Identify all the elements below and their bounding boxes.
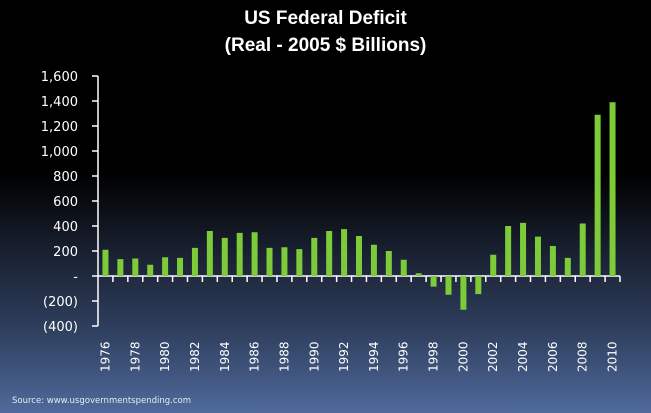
bar-1997 (415, 273, 422, 276)
x-tick-label: 1996 (397, 341, 411, 372)
bar-1991 (326, 231, 333, 276)
x-tick-label: 1988 (277, 341, 291, 372)
bar-2004 (520, 222, 527, 276)
bar-1985 (236, 232, 243, 276)
y-tick-label: 1,000 (41, 145, 78, 160)
bar-1976 (102, 249, 109, 276)
y-tick-label: (400) (43, 320, 78, 335)
chart-title: US Federal Deficit (244, 8, 407, 29)
x-tick-label: 1978 (128, 341, 142, 372)
bar-2008 (579, 223, 586, 276)
y-tick-label: 400 (53, 220, 78, 235)
bar-2001 (475, 276, 482, 295)
x-tick-label: 1986 (248, 341, 262, 372)
bar-2006 (549, 246, 556, 276)
x-tick-label: 1994 (367, 341, 381, 372)
bar-1977 (117, 259, 124, 276)
bar-1993 (356, 236, 362, 276)
bar-1989 (296, 249, 303, 276)
bar-1983 (206, 231, 213, 276)
bar-2003 (505, 226, 512, 276)
bar-1986 (251, 232, 258, 276)
bar-2000 (460, 276, 467, 310)
bar-1978 (132, 258, 139, 276)
x-tick-label: 2006 (546, 341, 560, 372)
x-tick-label: 1984 (218, 341, 232, 372)
bar-1990 (311, 237, 318, 276)
bar-1988 (281, 247, 288, 276)
y-tick-label: - (73, 270, 78, 285)
chart-subtitle: (Real - 2005 $ Billions) (224, 35, 427, 56)
bar-2002 (490, 254, 497, 276)
x-tick-label: 1980 (158, 341, 172, 372)
bar-1992 (341, 229, 348, 276)
bar-2005 (534, 236, 541, 276)
bar-1982 (191, 247, 198, 276)
bar-1999 (445, 276, 452, 295)
x-tick-label: 1990 (307, 341, 321, 372)
x-tick-label: 1982 (188, 341, 202, 372)
y-tick-label: 1,400 (41, 95, 78, 110)
y-tick-label: 200 (53, 245, 78, 260)
x-tick-label: 2000 (456, 341, 470, 372)
bar-1981 (177, 257, 184, 276)
x-tick-label: 2004 (516, 341, 530, 372)
x-tick-label: 1992 (337, 341, 351, 372)
y-tick-label: (200) (43, 295, 78, 310)
x-tick-label: 2010 (606, 341, 620, 372)
bar-1995 (385, 251, 392, 276)
bar-1994 (370, 244, 377, 276)
x-tick-label: 2002 (486, 341, 500, 372)
bar-1998 (430, 276, 437, 287)
source-note: Source: www.usgovernmentspending.com (12, 396, 192, 406)
y-tick-label: 1,200 (41, 120, 78, 135)
bar-1996 (400, 259, 407, 276)
x-tick-label: 2008 (576, 341, 590, 372)
bar-1987 (266, 247, 273, 276)
y-tick-label: 800 (53, 170, 78, 185)
bar-2010 (609, 102, 616, 276)
x-tick-label: 1976 (98, 341, 112, 372)
x-tick-label: 1998 (427, 341, 441, 372)
bar-2009 (594, 114, 601, 276)
y-tick-label: 600 (53, 195, 78, 210)
bar-1979 (147, 264, 154, 276)
bar-1984 (221, 237, 228, 276)
bar-1980 (162, 257, 169, 276)
y-tick-label: 1,600 (41, 70, 78, 85)
bar-2007 (564, 257, 571, 276)
